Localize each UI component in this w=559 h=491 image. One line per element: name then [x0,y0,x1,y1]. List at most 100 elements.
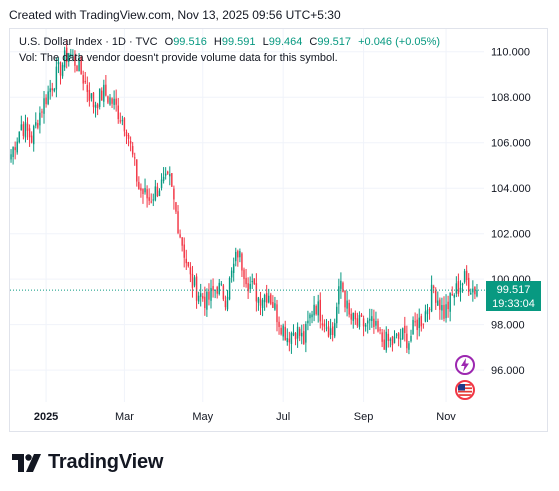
candle-body [465,270,468,281]
candle-body [150,201,152,203]
candle-body [307,320,309,324]
x-tick-label: May [192,411,213,423]
candle-body [416,319,418,331]
candle-body [218,282,220,295]
candle-body [453,294,456,298]
candle-body [301,332,303,337]
candle-body [373,318,375,327]
candle-body [210,287,212,301]
candle-body [39,112,41,126]
candle-body [282,325,284,337]
candle-body [94,104,97,108]
candle-body [32,126,35,145]
candle-body [131,146,134,155]
candle-body [138,181,140,190]
candle-body [78,57,80,72]
y-tick-label: 96.000 [491,365,525,377]
candle-body [379,329,381,331]
candle-body [142,189,144,195]
candle-body [404,325,406,334]
candle-body [399,338,402,340]
lightning-icon[interactable] [455,355,475,375]
candle-body [206,291,208,310]
candle-body [35,122,37,126]
candle-body [117,105,119,120]
candle-body [426,309,429,315]
candle-body [173,188,175,200]
candle-body [451,294,453,296]
candle-body [470,292,472,295]
close-label: C [309,36,318,48]
candle-body [263,294,266,303]
candle-body [369,318,371,321]
candle-body [235,251,237,262]
candle-body [325,327,328,329]
candle-body [350,313,352,320]
candle-body [348,302,350,315]
candle-body [406,333,408,349]
candle-body [445,304,447,319]
candle-body [371,316,373,321]
candle-body [175,202,177,212]
candle-body [457,281,460,294]
candle-body [360,314,363,317]
candle-body [63,50,66,68]
candle-body [243,269,245,280]
candle-body [127,134,130,139]
candle-body [364,324,367,327]
candle-body [336,306,338,324]
candle-body [171,173,173,187]
candle-body [222,285,225,300]
candle-body [439,299,441,310]
candle-body [315,305,317,315]
candle-body [154,186,157,201]
candle-body [103,84,105,102]
candle-body [321,323,324,326]
candle-body [344,290,346,308]
candle-body [74,56,76,66]
candle-body [288,338,291,343]
candle-body [463,271,466,283]
candle-body [111,98,113,104]
candle-body [146,189,148,199]
candle-body [327,326,330,337]
candle-body [195,276,198,301]
x-tick-label: Jul [276,411,290,423]
y-tick-label: 98.000 [491,320,525,332]
candle-body [113,98,115,105]
candle-body [397,333,400,339]
candle-body [53,88,56,91]
candle-body [12,146,14,157]
candle-body [82,75,84,84]
candle-body [193,277,196,286]
candle-body [245,277,247,285]
candle-body [148,197,150,201]
candle-body [239,251,241,258]
candle-body [134,157,136,159]
candle-body [338,286,340,305]
candle-body [268,295,270,303]
candle-body [251,281,253,283]
candle-body [284,326,286,341]
candle-body [346,300,348,309]
candle-body [90,93,93,99]
candle-body [86,85,89,92]
candle-body [313,304,315,316]
candle-body [329,328,332,335]
candle-body [61,64,64,77]
candle-body [232,263,235,273]
candle-body [208,291,210,300]
candle-body [412,319,414,335]
us-flag-icon[interactable] [455,380,475,400]
candle-body [449,292,451,312]
candle-body [237,251,239,258]
candle-body [296,326,299,339]
candle-body [294,333,297,340]
candle-body [84,80,86,83]
candle-body [249,283,251,289]
candle-body [383,339,385,350]
candle-body [187,262,190,267]
candle-body [358,315,361,327]
x-tick-label: 2025 [34,411,58,423]
